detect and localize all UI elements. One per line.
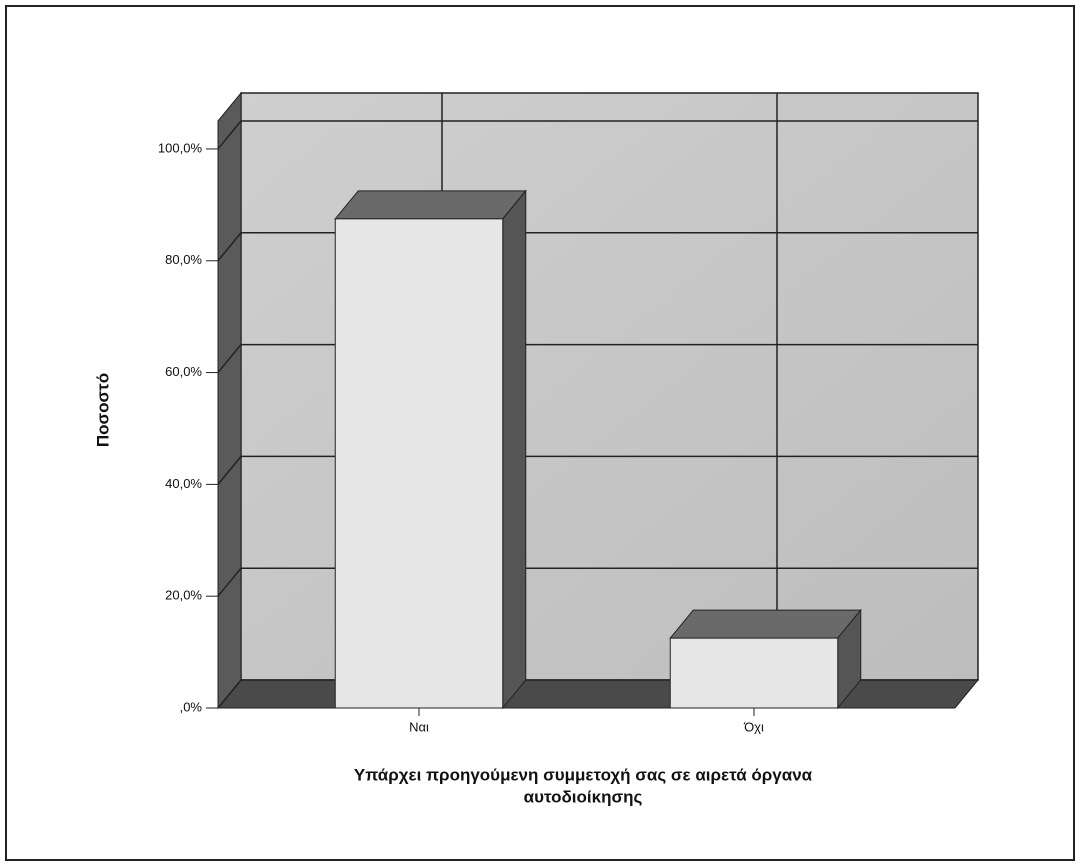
y-tick-label: ,0% xyxy=(180,699,203,714)
floor xyxy=(216,679,980,709)
bar-side xyxy=(502,189,527,710)
x-axis-label: Υπάρχει προηγούμενη συμμετοχή σας σε αιρ… xyxy=(354,765,813,784)
x-tick-label: Ναι xyxy=(409,719,429,734)
bar-top xyxy=(334,190,527,220)
y-tick-label: 100,0% xyxy=(158,140,203,155)
bar xyxy=(669,637,839,709)
y-tick-label: 60,0% xyxy=(165,364,202,379)
y-tick-label: 40,0% xyxy=(165,476,202,491)
grid-line xyxy=(217,232,242,262)
bar xyxy=(334,218,504,709)
grid-line xyxy=(217,455,242,485)
left-wall xyxy=(217,91,242,710)
y-axis-label: Ποσοστό xyxy=(93,373,112,447)
bar-top xyxy=(669,609,862,639)
x-tick-label: Όχι xyxy=(743,719,764,734)
y-tick-label: 80,0% xyxy=(165,252,202,267)
x-axis-label: αυτοδιοίκησης xyxy=(524,787,643,806)
grid-line xyxy=(217,120,242,150)
grid-line xyxy=(217,679,242,709)
grid-line xyxy=(217,567,242,597)
y-tick-label: 20,0% xyxy=(165,588,202,603)
grid-line xyxy=(217,344,242,374)
